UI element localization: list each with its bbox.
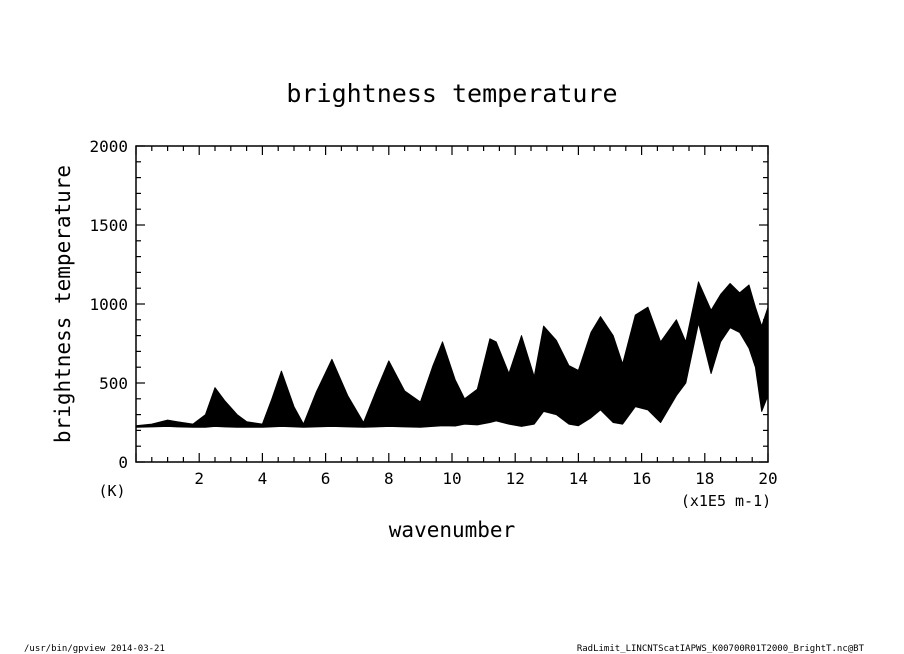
x-tick-label: 8 — [384, 469, 394, 488]
plot-area — [135, 281, 769, 428]
y-tick-label: 500 — [99, 374, 128, 393]
x-tick-label: 10 — [442, 469, 461, 488]
y-axis: 0 500 1000 1500 2000 — [89, 137, 768, 472]
y-tick-label: 1500 — [89, 216, 128, 235]
series-envelope-0 — [135, 281, 769, 428]
footer-left: /usr/bin/gpview 2014-03-21 — [24, 644, 165, 654]
x-tick-label: 14 — [569, 469, 588, 488]
x-tick-label: 2 — [194, 469, 204, 488]
y-unit-label: (K) — [98, 482, 125, 500]
y-tick-label: 1000 — [89, 295, 128, 314]
footer-right: RadLimit_LINCNTScatIAPWS_K00700R01T2000_… — [577, 644, 865, 654]
y-tick-label: 2000 — [89, 137, 128, 156]
x-tick-label: 4 — [258, 469, 268, 488]
x-unit-label: (x1E5 m-1) — [681, 492, 771, 510]
y-axis-label: brightness temperature — [51, 165, 75, 443]
chart-title: brightness temperature — [286, 79, 617, 108]
x-axis: 2 4 6 8 10 12 14 16 18 20 — [135, 146, 778, 488]
x-tick-label: 20 — [758, 469, 777, 488]
x-tick-label: 16 — [632, 469, 651, 488]
x-tick-label: 12 — [506, 469, 525, 488]
y-tick-label: 0 — [118, 453, 128, 472]
x-tick-label: 18 — [695, 469, 714, 488]
x-axis-label: wavenumber — [389, 518, 515, 542]
x-tick-label: 6 — [321, 469, 331, 488]
